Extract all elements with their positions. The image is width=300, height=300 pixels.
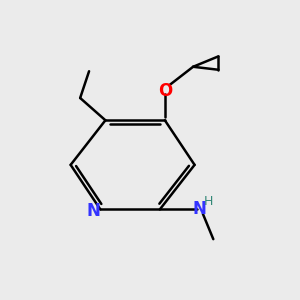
Text: N: N bbox=[87, 202, 101, 220]
Text: N: N bbox=[193, 200, 207, 218]
Text: H: H bbox=[204, 195, 213, 208]
Text: O: O bbox=[158, 82, 172, 100]
